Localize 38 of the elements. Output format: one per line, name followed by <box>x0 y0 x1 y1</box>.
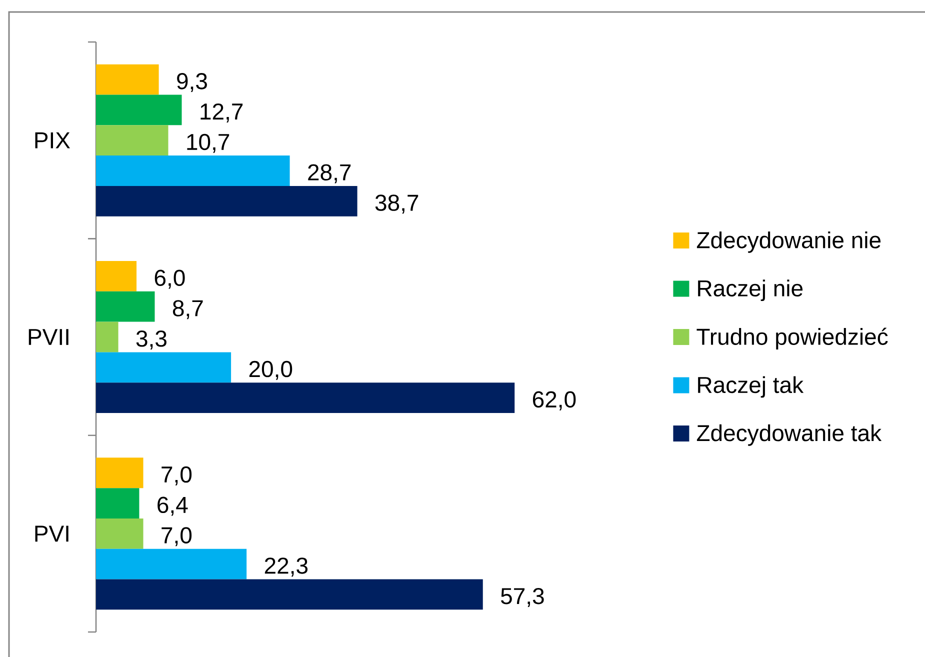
legend-label: Raczej tak <box>698 376 804 398</box>
data-label: 8,7 <box>172 300 203 320</box>
bar <box>96 518 144 549</box>
bar <box>96 64 159 95</box>
legend-label: Zdecydowanie nie <box>696 231 881 253</box>
data-label: 22,3 <box>264 558 308 577</box>
bar <box>96 579 483 610</box>
data-label: 20,0 <box>249 360 292 380</box>
data-label: 9,3 <box>177 73 207 92</box>
data-label: 6,0 <box>154 270 185 289</box>
data-label: 7,0 <box>162 527 192 546</box>
data-label: 12,7 <box>200 103 243 122</box>
bar <box>96 488 140 518</box>
data-label: 10,7 <box>187 134 230 153</box>
bar <box>96 261 137 292</box>
data-label: 6,4 <box>158 496 188 516</box>
legend-label: Raczej nie <box>698 280 803 302</box>
data-label: 62,0 <box>532 391 576 410</box>
bar <box>96 382 515 414</box>
bar <box>96 322 118 352</box>
y-tick-label: PVI <box>35 526 68 542</box>
bar <box>96 186 358 216</box>
y-tick-label: PIX <box>35 132 70 148</box>
bar <box>96 94 182 126</box>
data-label: 28,7 <box>308 164 351 184</box>
bar <box>96 156 290 186</box>
legend-label: Trudno powiedzieć <box>696 328 888 350</box>
bar <box>96 458 144 488</box>
y-tick-label: PVII <box>28 329 68 345</box>
legend-label: Zdecydowanie tak <box>696 424 882 446</box>
data-label: 3,3 <box>136 330 166 350</box>
bar <box>96 291 155 322</box>
data-label: 7,0 <box>162 466 192 486</box>
bar <box>96 548 247 580</box>
bar <box>96 125 168 156</box>
bar <box>96 352 232 383</box>
data-label: 57,3 <box>500 588 544 607</box>
data-label: 38,7 <box>375 194 418 214</box>
